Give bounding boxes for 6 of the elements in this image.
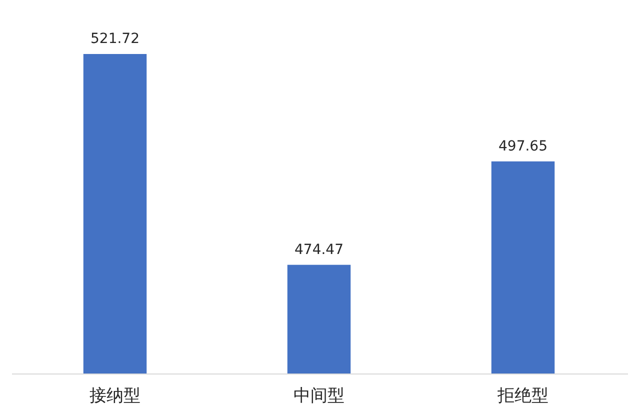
x-tick-label: 中间型	[294, 386, 344, 406]
data-label: 521.72	[90, 31, 140, 47]
data-label: 497.65	[498, 138, 548, 154]
x-tick-label: 接纳型	[90, 386, 140, 406]
data-label: 474.47	[294, 242, 344, 258]
x-tick-label: 拒绝型	[496, 386, 548, 406]
